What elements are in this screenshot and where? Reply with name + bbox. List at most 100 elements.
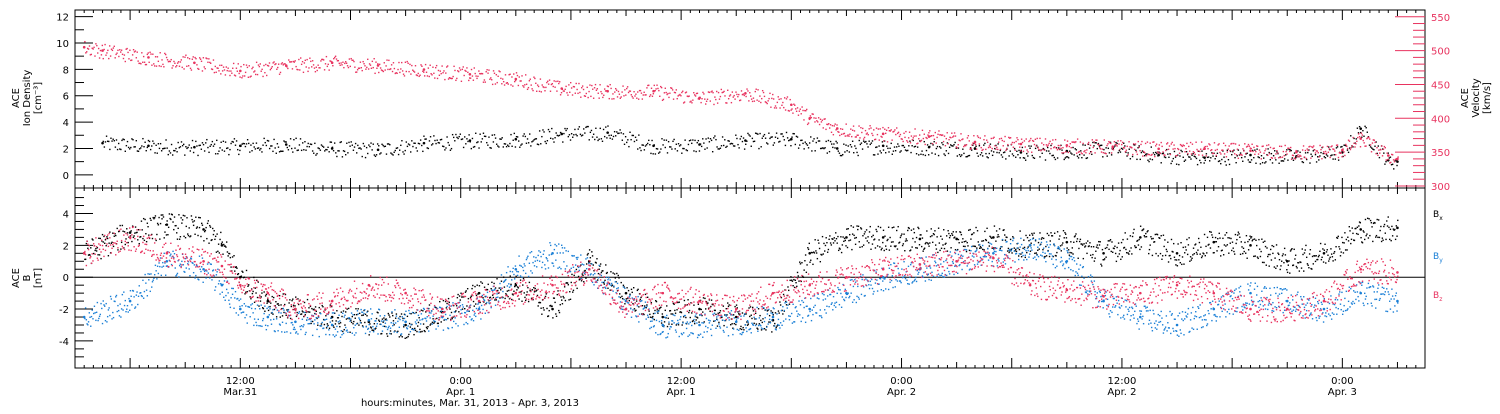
density-point xyxy=(455,134,456,135)
Bx-point xyxy=(1191,258,1192,259)
density-point xyxy=(952,145,953,146)
Bx-point xyxy=(1179,255,1180,256)
density-point xyxy=(197,155,198,156)
Bx-point xyxy=(1241,246,1242,247)
density-point xyxy=(655,153,656,154)
Bx-point xyxy=(942,244,943,245)
density-point xyxy=(320,149,321,150)
velocity-point xyxy=(335,56,336,57)
velocity-point xyxy=(1183,145,1184,146)
density-point xyxy=(888,151,889,152)
Bx-point xyxy=(329,328,330,329)
velocity-point xyxy=(1036,145,1037,146)
velocity-point xyxy=(143,56,144,57)
velocity-point xyxy=(181,59,182,60)
Bx-point xyxy=(1199,253,1200,254)
density-point xyxy=(159,148,160,149)
velocity-point-anchor xyxy=(1387,154,1390,157)
velocity-point xyxy=(326,56,327,57)
density-point xyxy=(673,139,674,140)
Bx-point xyxy=(87,248,88,249)
Bx-point xyxy=(589,249,590,250)
Bx-point xyxy=(1233,247,1234,248)
density-point xyxy=(220,142,221,143)
Bx-point xyxy=(388,313,389,314)
velocity-point xyxy=(717,102,718,103)
density-point xyxy=(876,146,877,147)
Bx-point xyxy=(169,213,170,214)
Bx-point xyxy=(499,287,500,288)
Bx-point xyxy=(918,228,919,229)
density-point xyxy=(288,149,289,150)
Bx-point xyxy=(236,268,237,269)
velocity-point xyxy=(1318,152,1319,153)
velocity-point xyxy=(201,61,202,62)
velocity-point xyxy=(796,111,797,112)
velocity-point xyxy=(936,142,937,143)
density-point xyxy=(230,143,231,144)
Bx-point xyxy=(511,299,512,300)
Bx-point xyxy=(474,305,475,306)
velocity-point xyxy=(362,70,363,71)
density-point xyxy=(367,153,368,154)
Bx-point xyxy=(393,320,394,321)
velocity-point xyxy=(1037,138,1038,139)
Bx-point xyxy=(1080,239,1081,240)
density-point xyxy=(1102,156,1103,157)
velocity-point xyxy=(151,65,152,66)
Bx-point xyxy=(375,328,376,329)
velocity-point xyxy=(1331,145,1332,146)
Bx-point xyxy=(343,310,344,311)
density-point xyxy=(580,134,581,135)
Bx-point xyxy=(935,244,936,245)
Bx-point xyxy=(1076,241,1077,242)
velocity-point xyxy=(1266,145,1267,146)
velocity-point xyxy=(588,91,589,92)
velocity-point-anchor xyxy=(1157,147,1160,150)
Bx-point xyxy=(922,250,923,251)
Bx-point xyxy=(616,273,617,274)
Bx-point xyxy=(981,240,982,241)
velocity-point xyxy=(792,112,793,113)
Bx-point xyxy=(1146,236,1147,237)
density-point xyxy=(1242,161,1243,162)
velocity-point xyxy=(436,65,437,66)
density-point xyxy=(1291,150,1292,151)
density-point xyxy=(274,147,275,148)
density-point xyxy=(562,141,563,142)
Bx-point xyxy=(1248,249,1249,250)
velocity-point xyxy=(1362,134,1363,135)
Bx-point xyxy=(1276,244,1277,245)
density-point xyxy=(814,150,815,151)
Bx-point xyxy=(764,328,765,329)
density-point xyxy=(1367,132,1368,133)
velocity-point xyxy=(553,86,554,87)
velocity-point xyxy=(632,97,633,98)
density-point xyxy=(862,148,863,149)
velocity-point xyxy=(1309,146,1310,147)
density-point xyxy=(549,131,550,132)
density-point xyxy=(953,144,954,145)
Bx-point xyxy=(1279,259,1280,260)
Bx-point xyxy=(457,297,458,298)
density-point xyxy=(105,141,106,142)
density-point xyxy=(575,134,576,135)
density-point xyxy=(308,143,309,144)
velocity-point xyxy=(711,90,712,91)
velocity-point xyxy=(574,86,575,87)
Bx-point xyxy=(1154,241,1155,242)
velocity-point xyxy=(948,139,949,140)
Bx-point xyxy=(1188,244,1189,245)
velocity-point xyxy=(1288,148,1289,149)
Bx-point xyxy=(795,280,796,281)
velocity-point xyxy=(415,65,416,66)
velocity-point xyxy=(346,63,347,64)
velocity-point xyxy=(895,134,896,135)
Bx-point xyxy=(537,305,538,306)
Bx-point xyxy=(728,306,729,307)
velocity-point xyxy=(110,55,111,56)
velocity-point xyxy=(364,65,365,66)
velocity-point xyxy=(564,90,565,91)
Bx-point xyxy=(147,223,148,224)
density-point xyxy=(767,143,768,144)
